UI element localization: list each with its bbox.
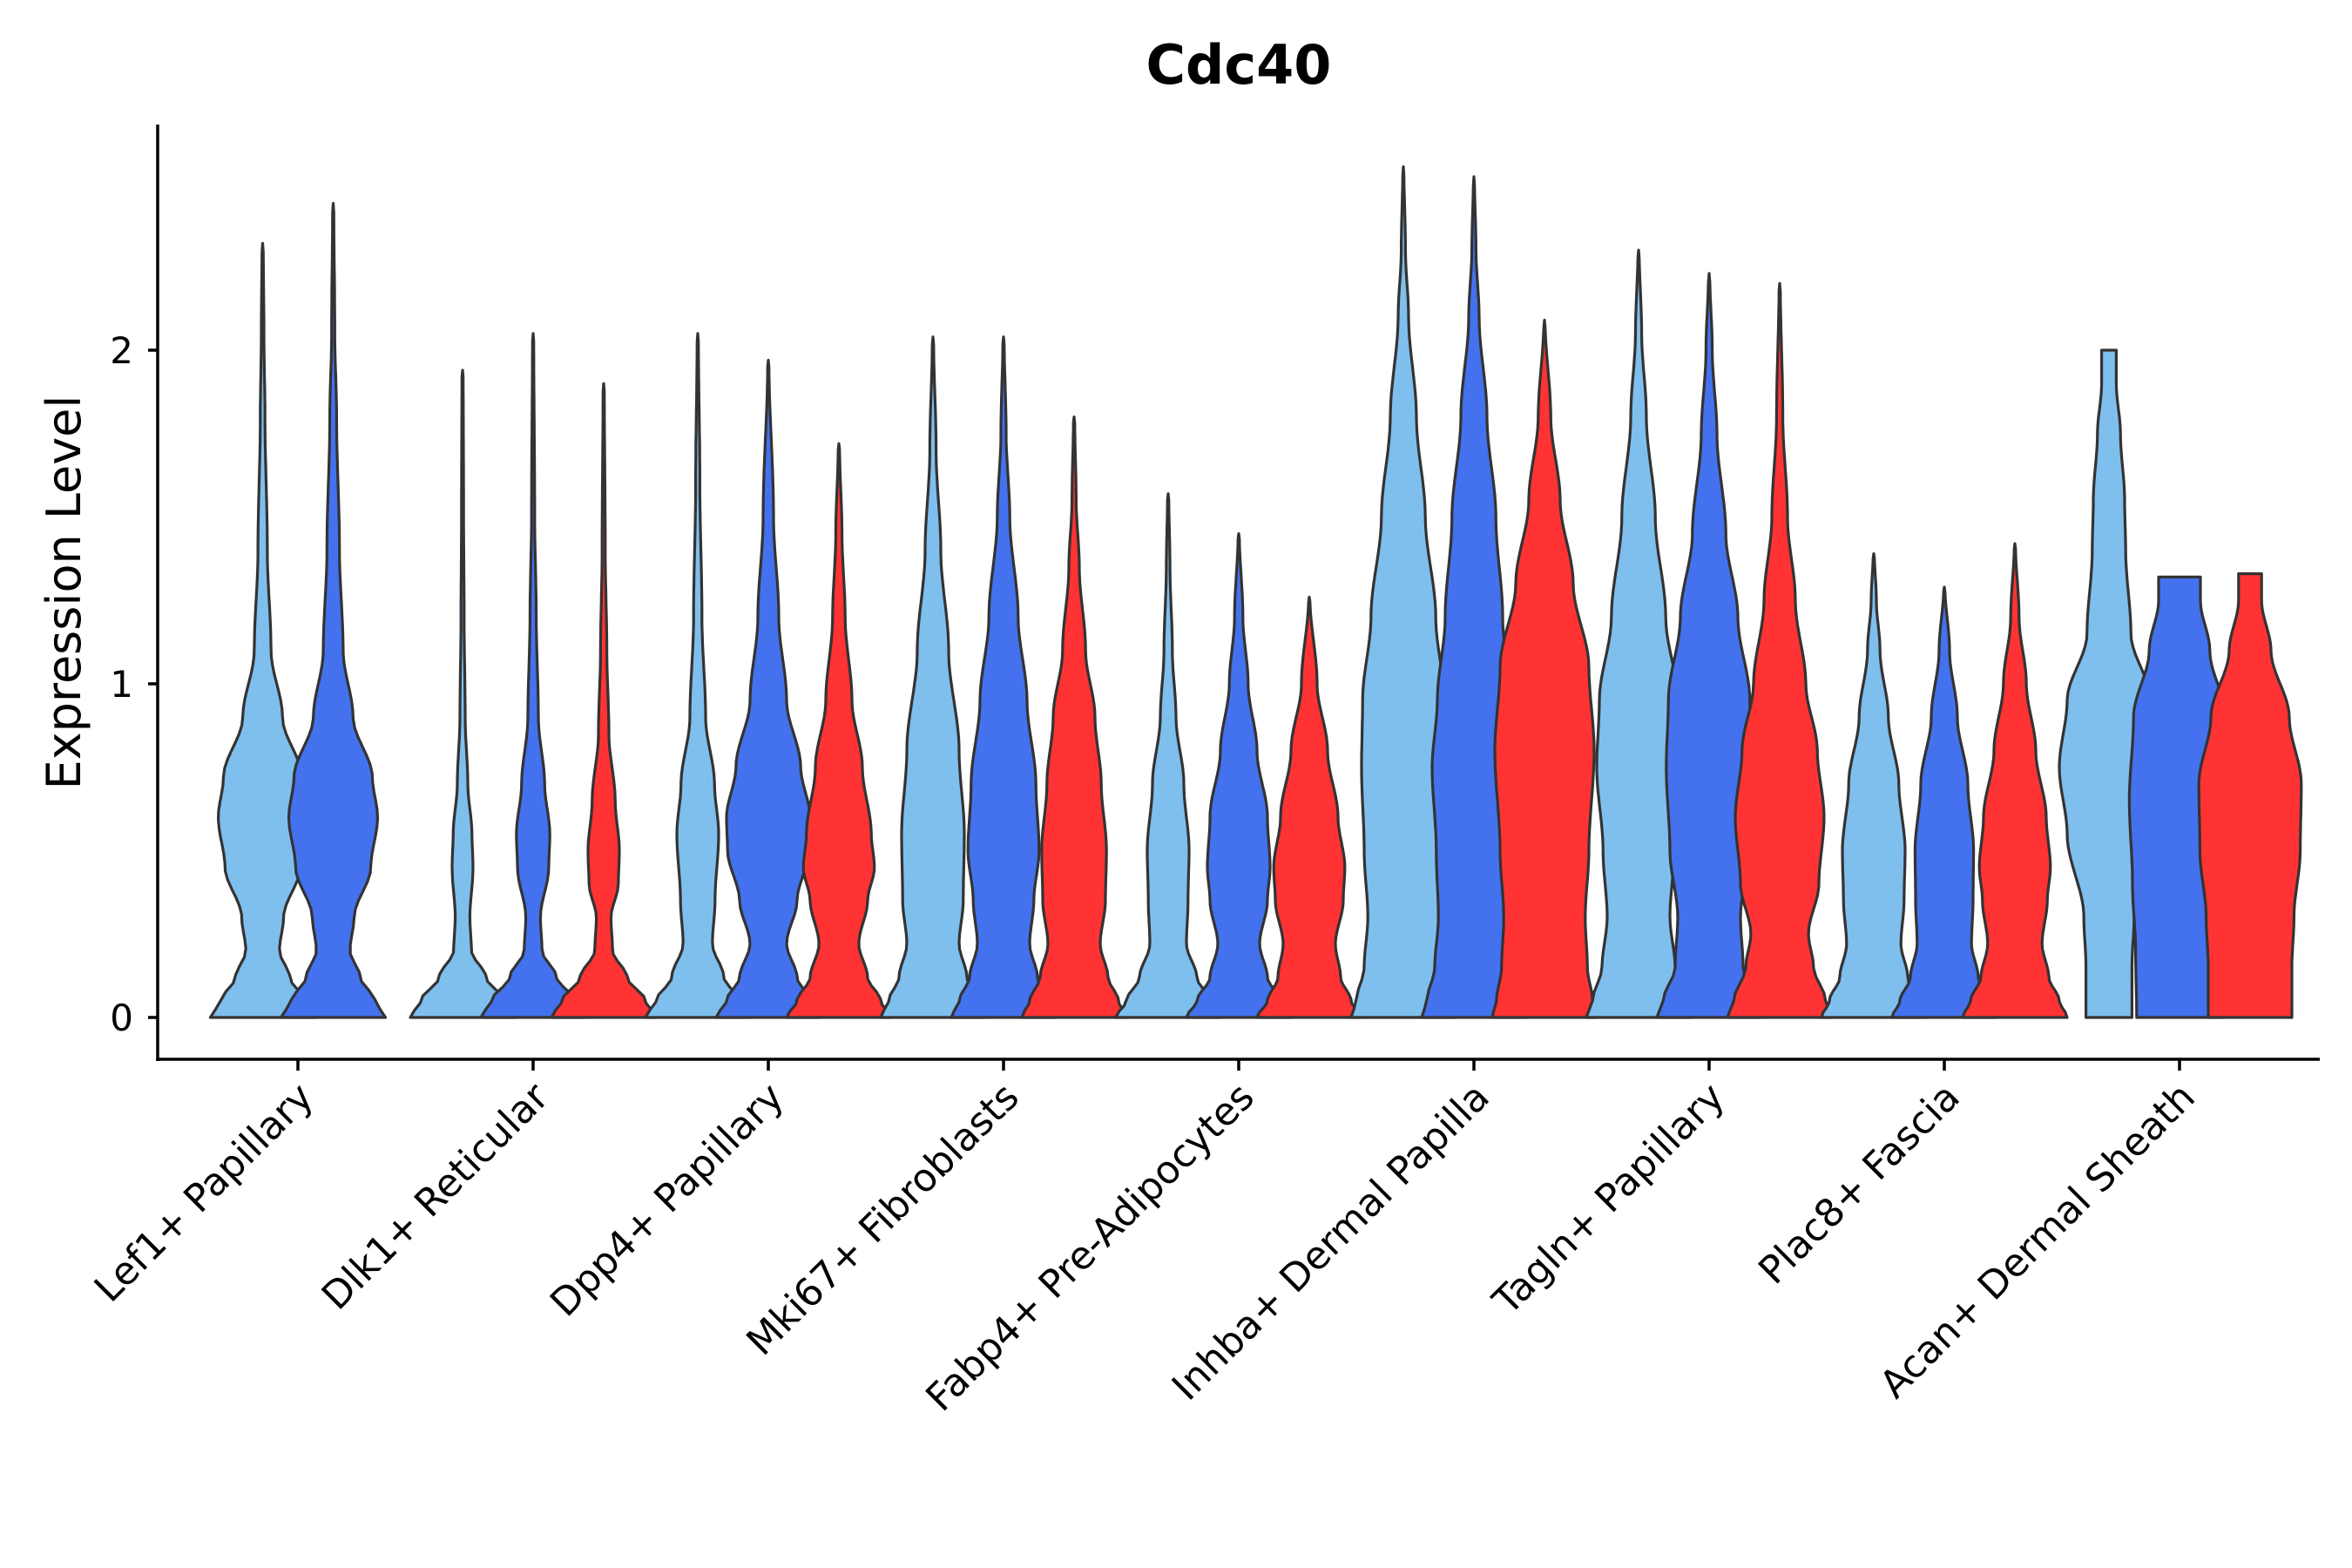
violin-red bbox=[2197, 572, 2303, 1019]
violin-group bbox=[2058, 348, 2303, 1019]
violin-light bbox=[1585, 248, 1693, 1019]
violin-red bbox=[1255, 595, 1363, 1019]
violin-light bbox=[1820, 552, 1928, 1019]
violin-group bbox=[1114, 492, 1363, 1019]
y-axis-label: Expression Level bbox=[37, 395, 91, 790]
violin-light bbox=[208, 241, 317, 1019]
violin-red bbox=[550, 382, 658, 1019]
violin-group bbox=[1820, 542, 2069, 1019]
violin-red bbox=[1961, 542, 2069, 1019]
x-tick-label: Plac8+ Fascia bbox=[1750, 1075, 1969, 1294]
violin-blue bbox=[950, 335, 1058, 1019]
y-tick-label: 1 bbox=[110, 663, 133, 706]
x-tick-label: Tagln+ Papillary bbox=[1484, 1075, 1734, 1324]
x-tick-label: Dpp4+ Papillary bbox=[542, 1075, 793, 1326]
violin-blue bbox=[1890, 585, 1998, 1019]
violin-red bbox=[1490, 318, 1598, 1019]
violin-group bbox=[644, 332, 893, 1019]
violin-blue bbox=[714, 358, 822, 1019]
y-tick-label: 2 bbox=[110, 329, 133, 372]
violin-light bbox=[1114, 492, 1222, 1019]
violin-group bbox=[1349, 165, 1598, 1019]
violin-blue bbox=[1185, 532, 1293, 1019]
y-tick-label: 0 bbox=[110, 997, 133, 1039]
violin-blue bbox=[479, 332, 587, 1019]
violin-light bbox=[879, 335, 987, 1019]
violin-red bbox=[785, 442, 893, 1019]
violin-light bbox=[409, 368, 517, 1019]
chart-title: Cdc40 bbox=[1146, 33, 1332, 97]
violin-group bbox=[208, 201, 388, 1019]
y-ticks: 0 1 2 bbox=[110, 329, 158, 1039]
violin-light bbox=[644, 332, 752, 1019]
violin-layer bbox=[208, 165, 2303, 1019]
violin-red bbox=[1726, 281, 1834, 1019]
violin-blue bbox=[279, 201, 388, 1019]
violin-group bbox=[1585, 248, 1834, 1019]
x-tick-label: Lef1+ Papillary bbox=[86, 1075, 322, 1311]
x-tick-label: Dlk1+ Reticular bbox=[314, 1074, 558, 1319]
violin-group bbox=[409, 332, 658, 1019]
violin-red bbox=[1020, 416, 1128, 1019]
violin-group bbox=[879, 335, 1128, 1019]
